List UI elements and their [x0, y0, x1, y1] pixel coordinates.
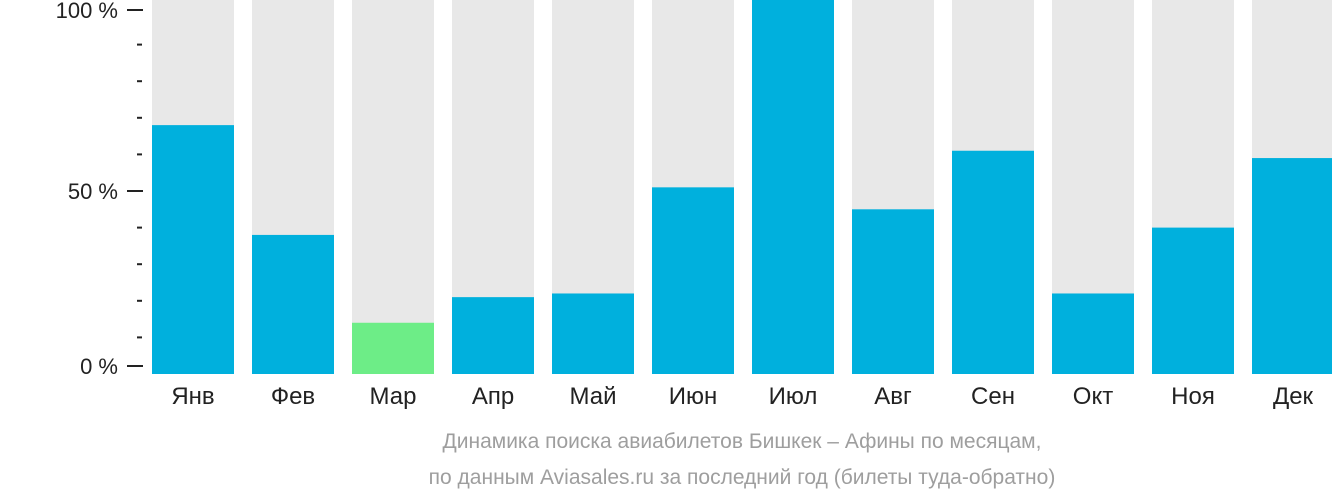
x-tick-label: Фев: [271, 383, 315, 410]
x-tick-label: Июн: [669, 383, 718, 410]
x-tick-label: Ноя: [1171, 383, 1215, 410]
x-tick-label: Мар: [370, 383, 417, 410]
bar-background: [352, 0, 434, 374]
x-tick-label: Май: [569, 383, 616, 410]
bar-12: [1252, 158, 1332, 374]
bar-1: [152, 125, 234, 375]
chart-caption-line1: Динамика поиска авиабилетов Бишкек – Афи…: [442, 430, 1042, 453]
chart-caption-line2: по данным Aviasales.ru за последний год …: [428, 466, 1056, 489]
bar-7: [752, 0, 834, 374]
x-tick-label: Авг: [874, 383, 912, 410]
x-tick-label: Янв: [171, 383, 214, 410]
bar-8: [852, 209, 934, 374]
y-tick-label: 0 %: [80, 354, 118, 379]
bar-3: [352, 322, 434, 374]
x-tick-label: Апр: [472, 383, 514, 410]
bar-9: [952, 150, 1034, 374]
x-tick-label: Окт: [1073, 383, 1113, 410]
y-tick-label: 100 %: [56, 0, 118, 23]
bar-2: [252, 234, 334, 374]
bar-6: [652, 187, 734, 374]
x-tick-label: Дек: [1273, 383, 1314, 410]
bar-11: [1152, 227, 1234, 374]
bar-10: [1052, 293, 1134, 374]
x-tick-label: Сен: [971, 383, 1015, 410]
x-tick-label: Июл: [769, 383, 818, 410]
bar-5: [552, 293, 634, 374]
bar-4: [452, 297, 534, 374]
bar-chart: 0 % 50 % 100 % Янв Фев Мар Апр Май Июн Июл Авг Сен О…: [56, 0, 1332, 410]
y-tick-label: 50 %: [68, 179, 118, 204]
